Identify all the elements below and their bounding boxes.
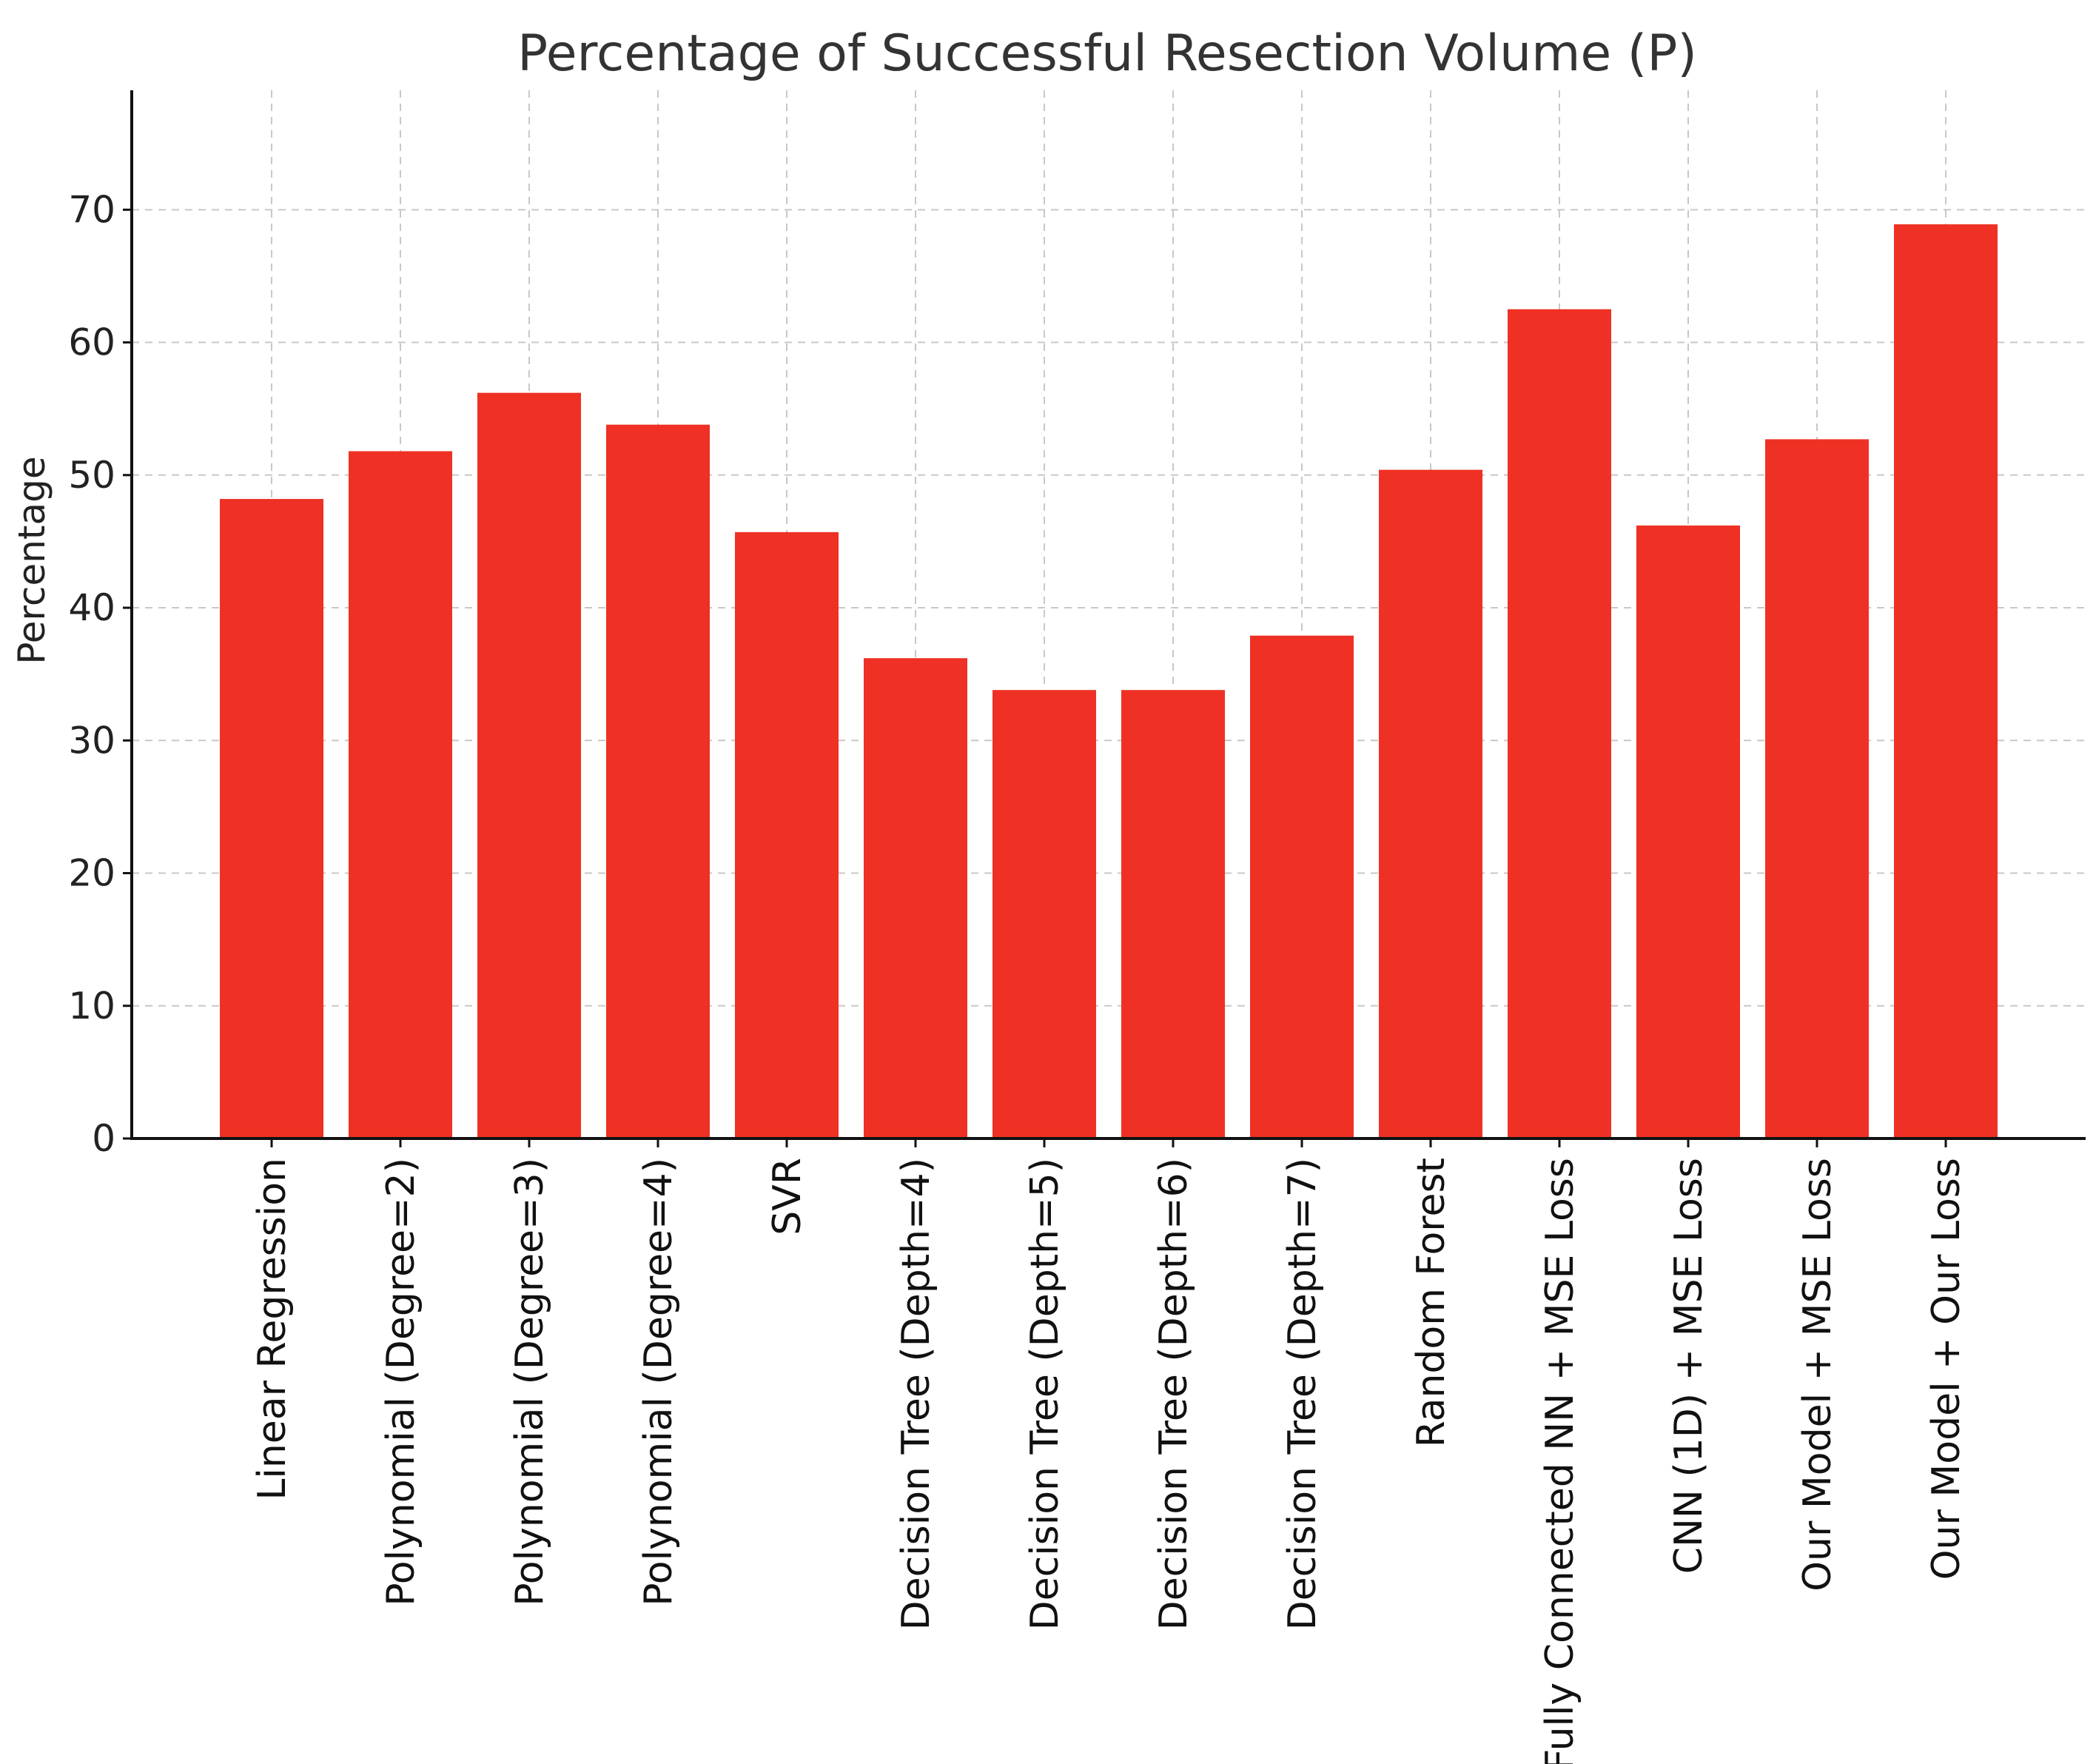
x-tick-label: CNN (1D) + MSE Loss [1667, 1158, 1711, 1574]
x-ticks: Linear Regression Polynomial (Degree=2) Po… [250, 1138, 1969, 1764]
bar [349, 451, 452, 1138]
bar [477, 392, 581, 1138]
y-axis-label: Percentage [10, 456, 53, 664]
x-tick-label: Decision Tree (Depth=6) [1152, 1158, 1196, 1630]
y-tick-label: 70 [68, 188, 115, 231]
bar [1765, 439, 1869, 1138]
bar [1379, 469, 1482, 1138]
y-tick-label: 10 [68, 985, 115, 1027]
x-tick-label: Fully Connected NN + MSE Loss [1538, 1158, 1582, 1764]
x-tick-label: Our Model + MSE Loss [1796, 1158, 1840, 1592]
bar [1508, 309, 1611, 1138]
y-tick-label: 30 [68, 719, 115, 762]
bar [1636, 525, 1740, 1138]
bars-layer [220, 224, 1998, 1138]
bar [220, 499, 323, 1138]
bar [735, 531, 839, 1138]
x-tick-label: Polynomial (Degree=3) [508, 1158, 552, 1606]
y-ticks: 0 10 20 30 40 50 60 70 [68, 188, 132, 1160]
x-tick-label: Decision Tree (Depth=7) [1280, 1158, 1325, 1630]
bar [1894, 224, 1998, 1138]
bar [1250, 635, 1354, 1138]
y-tick-label: 50 [68, 454, 115, 497]
x-tick-label: Our Model + Our Loss [1924, 1158, 1969, 1580]
bar [606, 424, 710, 1138]
x-tick-label: Decision Tree (Depth=5) [1023, 1158, 1067, 1630]
bar [1121, 690, 1225, 1138]
y-tick-label: 40 [68, 586, 115, 629]
bar [864, 658, 967, 1138]
y-tick-label: 20 [68, 852, 115, 895]
x-tick-label: Polynomial (Degree=4) [636, 1158, 681, 1606]
y-tick-label: 0 [92, 1117, 115, 1160]
x-tick-label: Decision Tree (Depth=4) [894, 1158, 938, 1630]
x-tick-label: Polynomial (Degree=2) [379, 1158, 423, 1606]
x-tick-label: Random Forest [1409, 1158, 1454, 1447]
axes-layer [130, 90, 2086, 1140]
x-tick-label: Linear Regression [250, 1158, 295, 1500]
chart-title: Percentage of Successful Resection Volum… [517, 24, 1697, 83]
bar [992, 690, 1096, 1138]
x-tick-label: SVR [765, 1158, 810, 1235]
y-tick-label: 60 [68, 321, 115, 364]
